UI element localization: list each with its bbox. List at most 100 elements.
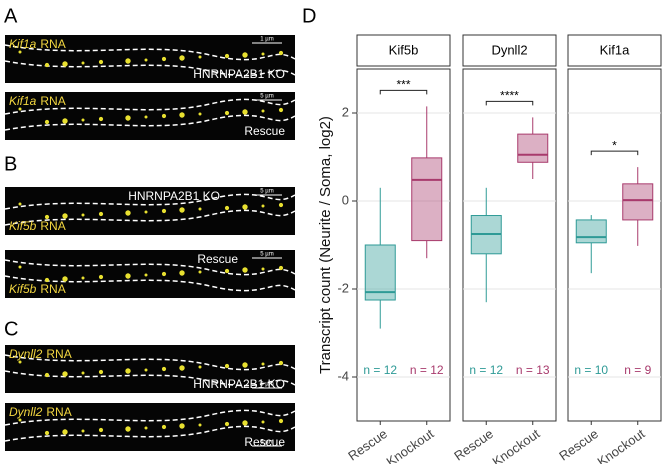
scale-label: 5 µm xyxy=(260,440,273,446)
condition-label: HNRNPA2B1 KO xyxy=(128,189,220,203)
significance-bracket xyxy=(590,150,639,156)
rna-spot xyxy=(224,268,230,274)
panel-letter: D xyxy=(302,5,316,27)
rna-suffix: RNA xyxy=(40,37,65,51)
rna-spot xyxy=(98,211,104,217)
scale-label: 1 µm xyxy=(260,37,273,43)
rna-spot xyxy=(144,368,148,372)
rna-spot xyxy=(242,420,248,426)
rna-spot xyxy=(161,113,167,119)
rna-spot xyxy=(81,213,85,217)
rna-spot xyxy=(198,270,202,274)
rna-spot xyxy=(278,418,284,424)
neurite-outline xyxy=(4,44,296,61)
rna-spot xyxy=(81,276,85,280)
significance-label: *** xyxy=(396,78,410,92)
strip-label: Kif1a xyxy=(600,42,630,57)
rna-spot xyxy=(224,421,230,427)
neurite-outline xyxy=(4,209,296,226)
rna-spot xyxy=(224,110,230,116)
rna-suffix: RNA xyxy=(40,282,65,296)
significance-label: **** xyxy=(500,89,519,103)
rna-spot xyxy=(62,371,68,377)
rna-suffix: RNA xyxy=(46,405,71,419)
rna-spot xyxy=(44,119,50,125)
box xyxy=(411,157,443,242)
gene-name: Kif1a xyxy=(9,37,37,51)
rna-spot xyxy=(62,61,68,67)
rna-spot xyxy=(18,50,22,54)
condition-label: Rescue xyxy=(197,252,238,266)
x-tick-label: Knockout xyxy=(489,426,542,464)
rna-spot xyxy=(144,58,148,62)
rna-spot xyxy=(179,270,185,276)
significance-bracket xyxy=(379,89,428,95)
rna-spot xyxy=(198,112,202,116)
rna-spot xyxy=(161,271,167,277)
condition-label: HNRNPA2B1 KO xyxy=(193,67,285,81)
rna-spot xyxy=(62,276,68,282)
rna-label: Kif1a RNA xyxy=(9,37,66,51)
rna-spot xyxy=(224,205,230,211)
rna-spot xyxy=(144,426,148,430)
box xyxy=(575,219,607,244)
neurite-outline xyxy=(4,275,296,292)
rna-spot xyxy=(198,207,202,211)
y-tick-label: -4 xyxy=(337,368,349,383)
panel-bg xyxy=(356,68,451,422)
rna-spot xyxy=(224,363,230,369)
rna-spot xyxy=(161,208,167,214)
rna-spot xyxy=(18,265,22,269)
rna-suffix: RNA xyxy=(46,347,71,361)
rna-spot xyxy=(242,52,248,58)
panel-letter: C xyxy=(4,318,18,340)
rna-spot xyxy=(261,109,265,113)
rna-spot xyxy=(81,61,85,65)
rna-spot xyxy=(261,204,265,208)
neurite-outline xyxy=(4,259,296,276)
rna-spot xyxy=(44,277,50,283)
n-label: n = 9 xyxy=(624,363,651,377)
rna-spot xyxy=(261,362,265,366)
rna-suffix: RNA xyxy=(40,219,65,233)
rna-spot xyxy=(144,210,148,214)
neurite-outline xyxy=(4,98,296,115)
gene-name: Kif5b xyxy=(9,219,37,233)
rna-spot xyxy=(161,56,167,62)
rna-spot xyxy=(261,420,265,424)
n-label: n = 13 xyxy=(516,363,550,377)
rna-spot xyxy=(144,115,148,119)
rna-label: Kif5b RNA xyxy=(9,282,66,296)
rna-spot xyxy=(125,426,131,432)
x-tick-label: Knockout xyxy=(594,426,647,464)
rna-spot xyxy=(62,118,68,124)
scale-label: 5 µm xyxy=(260,189,273,195)
rna-spot xyxy=(18,360,22,364)
rna-spot xyxy=(81,118,85,122)
y-tick-label: 0 xyxy=(342,192,349,207)
rna-spot xyxy=(278,202,284,208)
gene-name: Dynll2 xyxy=(9,405,43,419)
box xyxy=(622,183,654,221)
rna-spot xyxy=(18,202,22,206)
n-label: n = 10 xyxy=(574,363,608,377)
y-axis-label: Transcript count (Neurite / Soma, log2) xyxy=(317,116,334,374)
n-label: n = 12 xyxy=(363,363,397,377)
rna-spot xyxy=(44,430,50,436)
rna-spot xyxy=(179,112,185,118)
significance-label: * xyxy=(612,138,617,152)
rna-spot xyxy=(98,427,104,433)
rna-spot xyxy=(242,362,248,368)
panel-letter: B xyxy=(4,153,17,175)
rna-spot xyxy=(125,273,131,279)
rna-spot xyxy=(179,207,185,213)
rna-label: Dynll2 RNA xyxy=(9,347,72,361)
rna-label: Kif1a RNA xyxy=(9,94,66,108)
strip xyxy=(356,34,451,67)
strip xyxy=(462,34,557,67)
rna-spot xyxy=(242,204,248,210)
rna-spot xyxy=(81,429,85,433)
rna-spot xyxy=(278,50,284,56)
neurite-outline xyxy=(4,60,296,77)
y-tick-label: -2 xyxy=(337,280,349,295)
